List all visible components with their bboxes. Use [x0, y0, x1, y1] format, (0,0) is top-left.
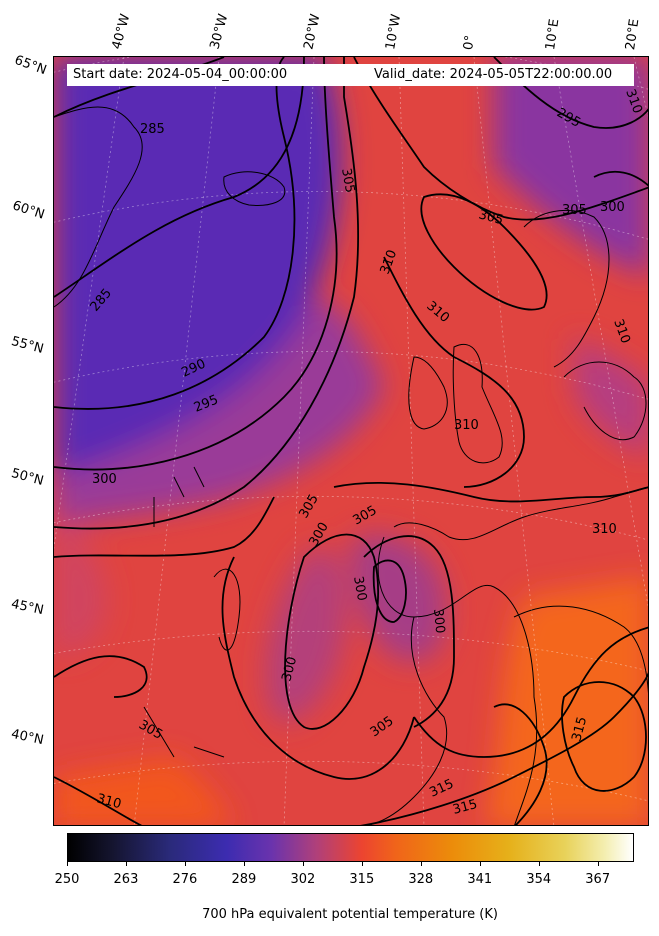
latitude-label: 55°N — [9, 334, 46, 357]
contour-label: 315 — [569, 715, 590, 743]
info-bar — [67, 64, 634, 86]
colorbar-tick-label: 276 — [172, 872, 198, 887]
contour-label: 300 — [430, 608, 447, 634]
contour-label: 300 — [92, 472, 117, 487]
contour-label: 285 — [140, 122, 165, 137]
colorbar-tick-label: 263 — [113, 872, 139, 887]
longitude-label: 0° — [461, 34, 479, 51]
latitude-label: 60°N — [10, 198, 47, 223]
colorbar-title: 700 hPa equivalent potential temperature… — [202, 907, 498, 922]
latitude-label: 45°N — [9, 596, 45, 619]
longitude-label: 10°E — [543, 17, 563, 51]
colorbar-tick-label: 315 — [349, 872, 375, 887]
contour-label: 300 — [600, 200, 625, 215]
colorbar-tick — [479, 862, 481, 866]
theta-e-shading — [54, 57, 648, 825]
contour-label: 300 — [350, 575, 369, 602]
contours — [54, 57, 648, 825]
map-panel: 285 285 290 295 300 300 300 300 300 305 … — [53, 56, 649, 826]
colorbar-tick — [243, 862, 245, 866]
coastlines — [54, 106, 648, 825]
longitude-label: 10°W — [383, 13, 405, 52]
theta-e-map: 285 285 290 295 300 300 300 300 300 305 … — [54, 57, 648, 825]
colorbar-tick-label: 289 — [231, 872, 257, 887]
longitude-label: 20°W — [301, 12, 324, 51]
colorbar-tick-label: 302 — [290, 872, 316, 887]
contour-label: 305 — [477, 207, 505, 228]
contour-label: 310 — [592, 522, 617, 537]
colorbar-tick — [361, 862, 363, 866]
longitude-label: 30°W — [207, 12, 232, 51]
colorbar-tick-label: 328 — [408, 872, 434, 887]
colorbar-tick-label: 250 — [54, 872, 80, 887]
contour-label: 310 — [95, 791, 123, 812]
colorbar-tick — [420, 862, 422, 866]
longitude-label: 40°W — [109, 12, 134, 51]
latitude-label: 50°N — [9, 466, 46, 489]
contour-label: 310 — [454, 418, 479, 433]
contour-label: 300 — [279, 655, 300, 683]
start-date-label: Start date: 2024-05-04_00:00:00 — [73, 67, 288, 82]
contour-label: 315 — [451, 797, 479, 818]
colorbar — [67, 833, 634, 862]
colorbar-tick-label: 354 — [526, 872, 552, 887]
contour-label: 305 — [562, 203, 587, 218]
colorbar-tick — [302, 862, 304, 866]
colorbar-tick — [184, 862, 186, 866]
colorbar-tick — [597, 862, 599, 866]
latitude-label: 40°N — [9, 726, 45, 749]
longitude-label: 20°E — [623, 17, 643, 51]
colorbar-tick — [125, 862, 127, 866]
colorbar-tick-label: 341 — [467, 872, 493, 887]
colorbar-tick — [67, 862, 68, 866]
valid-date-label: Valid_date: 2024-05-05T22:00:00.00 — [374, 67, 613, 82]
colorbar-tick — [538, 862, 540, 866]
colorbar-tick-label: 367 — [585, 872, 611, 887]
latitude-label: 65°N — [12, 52, 49, 79]
contour-label: 305 — [338, 167, 357, 194]
